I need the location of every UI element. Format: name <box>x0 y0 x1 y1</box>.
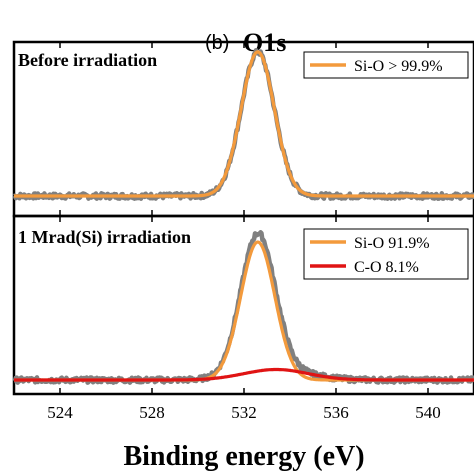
legend: Si-O > 99.9% <box>303 51 469 79</box>
x-tick-label: 536 <box>323 403 349 422</box>
legend-entry: Si-O > 99.9% <box>354 58 443 75</box>
panel-1mrad-irradiation: 1 Mrad(Si) irradiation Si-O 91.9% C-O 8.1… <box>12 214 474 396</box>
x-axis: 524 528 532 536 540 <box>47 403 441 422</box>
panel-before-irradiation: Before irradiation Si-O > 99.9% <box>12 40 474 218</box>
panel-subtitle: Before irradiation <box>18 50 157 70</box>
panel-subtitle: 1 Mrad(Si) irradiation <box>18 227 191 248</box>
legend-box <box>303 228 469 280</box>
legend: Si-O 91.9% C-O 8.1% <box>303 228 469 280</box>
x-tick-label: 532 <box>231 403 257 422</box>
x-tick-label: 528 <box>139 403 165 422</box>
fit-line-c-o <box>14 367 474 382</box>
fit-line-si-o <box>14 50 474 198</box>
legend-entry: Si-O 91.9% <box>354 235 430 252</box>
x-tick-label: 524 <box>47 403 73 422</box>
x-tick-label: 540 <box>415 403 441 422</box>
curves <box>12 216 474 394</box>
legend-entry: C-O 8.1% <box>354 259 419 276</box>
x-axis-title: Binding energy (eV) <box>123 441 364 472</box>
